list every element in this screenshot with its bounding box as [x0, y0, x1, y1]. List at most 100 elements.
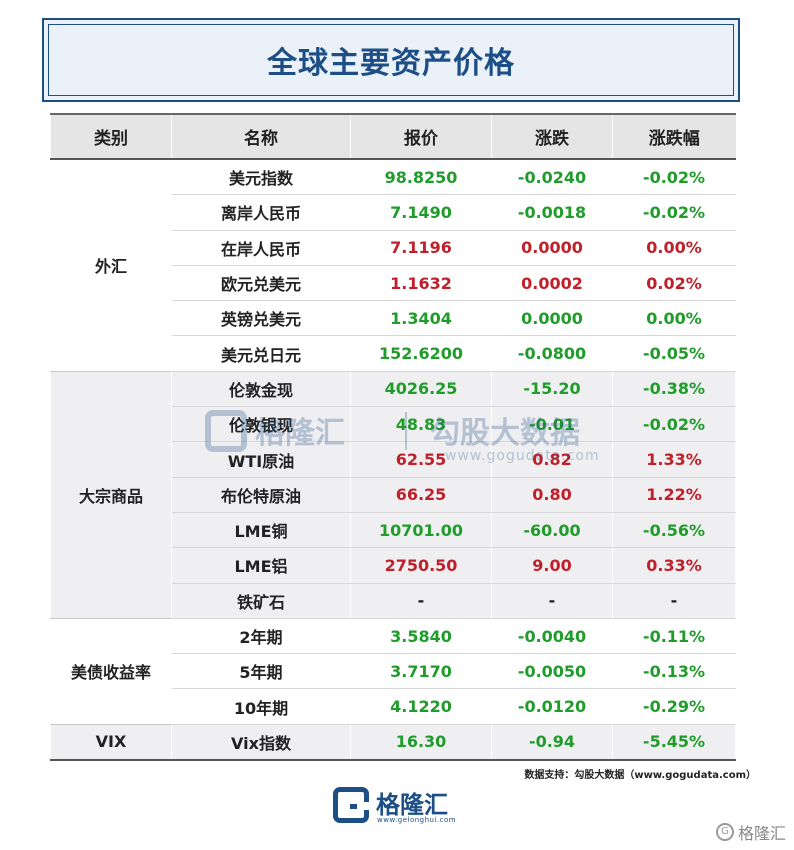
asset-name-cell: 布伦特原油	[171, 477, 351, 513]
change-cell: 0.0002	[491, 265, 613, 302]
change-pct-cell: -5.45%	[612, 724, 736, 761]
change-pct-cell: -0.02%	[612, 194, 736, 231]
price-cell: 62.55	[350, 441, 492, 478]
table-row: 欧元兑美元 1.1632 0.0002 0.02%	[51, 265, 736, 302]
asset-name-cell: WTI原油	[171, 441, 351, 478]
change-cell: -0.0120	[491, 688, 613, 725]
table-row: 美债收益率 2年期 3.5840 -0.0040 -0.11%	[50, 618, 736, 725]
table-row: 10年期 4.1220 -0.0120 -0.29%	[51, 688, 736, 725]
table-row: 美元兑日元 152.6200 -0.0800 -0.05%	[51, 335, 736, 372]
table-row: VIX Vix指数 16.30 -0.94 -5.45%	[50, 724, 736, 761]
price-cell: 16.30	[350, 724, 492, 761]
table-body: 外汇 美元指数 98.8250 -0.0240 -0.02% 离岸人民币 7.1490 -0.…	[50, 159, 736, 761]
price-cell: 48.83	[350, 406, 492, 443]
table-row: 在岸人民币 7.1196 0.0000 0.00%	[51, 230, 736, 266]
price-cell: 1.3404	[350, 300, 492, 337]
asset-name-cell: 伦敦金现	[171, 371, 351, 408]
category-cell: VIX	[50, 724, 172, 761]
title-banner: 全球主要资产价格	[42, 18, 740, 102]
price-cell: 3.7170	[350, 653, 492, 690]
category-cell: 美债收益率	[50, 618, 172, 725]
change-cell: -0.0050	[491, 653, 613, 690]
change-cell: -0.0240	[491, 159, 613, 196]
change-pct-cell: 0.33%	[612, 547, 736, 584]
price-cell: 2750.50	[350, 547, 492, 584]
table-row: 铁矿石 - - -	[51, 583, 736, 619]
change-cell: -0.01	[491, 406, 613, 443]
table-row: 离岸人民币 7.1490 -0.0018 -0.02%	[51, 194, 736, 231]
price-cell: 10701.00	[350, 512, 492, 549]
asset-name-cell: LME铝	[171, 547, 351, 584]
brand-name: 格隆汇	[376, 791, 448, 819]
asset-name-cell: 铁矿石	[171, 583, 351, 619]
change-pct-cell: -0.02%	[612, 159, 736, 196]
change-cell: -0.0018	[491, 194, 613, 231]
table-row: 外汇 美元指数 98.8250 -0.0240 -0.02%	[50, 159, 736, 372]
change-pct-cell: -0.13%	[612, 653, 736, 690]
footer-brand: 格隆汇 www.gelonghui.com	[333, 785, 473, 830]
header-category: 类别	[50, 113, 172, 160]
change-cell: 0.82	[491, 441, 613, 478]
change-cell: 0.0000	[491, 300, 613, 337]
price-cell: 98.8250	[350, 159, 492, 196]
change-cell: -	[491, 583, 613, 619]
change-cell: -15.20	[491, 371, 613, 408]
brand-url: www.gelonghui.com	[377, 816, 457, 824]
change-pct-cell: -	[612, 583, 736, 619]
price-cell: 66.25	[350, 477, 492, 513]
price-cell: 7.1196	[350, 230, 492, 266]
change-pct-cell: -0.05%	[612, 335, 736, 372]
corner-logo-icon: G	[715, 823, 734, 841]
source-note: 数据支持：勾股大数据（www.gogudata.com）	[524, 770, 756, 781]
category-cell: 外汇	[50, 159, 172, 372]
change-cell: 9.00	[491, 547, 613, 584]
change-cell: -60.00	[491, 512, 613, 549]
change-pct-cell: -0.29%	[612, 688, 736, 725]
asset-name-cell: 10年期	[171, 688, 351, 725]
corner-text: 格隆汇	[737, 824, 786, 843]
table-row: LME铜 10701.00 -60.00 -0.56%	[51, 512, 736, 549]
asset-name-cell: 5年期	[171, 653, 351, 690]
table-row: 5年期 3.7170 -0.0050 -0.13%	[51, 653, 736, 690]
asset-name-cell: 美元兑日元	[171, 335, 351, 372]
header-name: 名称	[171, 113, 351, 160]
page-title: 全球主要资产价格	[48, 24, 734, 96]
asset-name-cell: LME铜	[171, 512, 351, 549]
price-cell: 7.1490	[350, 194, 492, 231]
price-cell: 3.5840	[350, 618, 492, 655]
header-change: 涨跌	[491, 113, 613, 160]
change-cell: -0.94	[491, 724, 613, 761]
change-pct-cell: 0.02%	[612, 265, 736, 302]
asset-name-cell: 2年期	[171, 618, 351, 655]
change-cell: 0.0000	[491, 230, 613, 266]
corner-watermark: G 格隆汇	[715, 820, 786, 844]
table-row: LME铝 2750.50 9.00 0.33%	[51, 547, 736, 584]
change-pct-cell: 0.00%	[612, 230, 736, 266]
asset-name-cell: 英镑兑美元	[171, 300, 351, 337]
price-cell: -	[350, 583, 492, 619]
change-pct-cell: 1.22%	[612, 477, 736, 513]
asset-price-table: 类别 名称 报价 涨跌 涨跌幅 外汇 美元指数 98.8250 -0.0240 -0.0…	[50, 113, 736, 762]
brand-logo-icon	[333, 787, 369, 823]
change-pct-cell: 0.00%	[612, 300, 736, 337]
header-price: 报价	[350, 113, 492, 160]
asset-name-cell: Vix指数	[171, 724, 351, 761]
change-pct-cell: -0.11%	[612, 618, 736, 655]
table-row: 英镑兑美元 1.3404 0.0000 0.00%	[51, 300, 736, 337]
price-cell: 4.1220	[350, 688, 492, 725]
asset-name-cell: 离岸人民币	[171, 194, 351, 231]
change-pct-cell: -0.02%	[612, 406, 736, 443]
change-pct-cell: 1.33%	[612, 441, 736, 478]
table-row: WTI原油 62.55 0.82 1.33%	[51, 441, 736, 478]
price-cell: 4026.25	[350, 371, 492, 408]
category-cell: 大宗商品	[50, 371, 172, 619]
table-header-row: 类别 名称 报价 涨跌 涨跌幅	[50, 113, 736, 160]
header-change-pct: 涨跌幅	[612, 113, 736, 160]
asset-name-cell: 伦敦银现	[171, 406, 351, 443]
table-row: 大宗商品 伦敦金现 4026.25 -15.20 -0.38%	[50, 371, 736, 619]
price-cell: 152.6200	[350, 335, 492, 372]
table-row: 伦敦银现 48.83 -0.01 -0.02%	[51, 406, 736, 443]
asset-name-cell: 欧元兑美元	[171, 265, 351, 302]
change-pct-cell: -0.56%	[612, 512, 736, 549]
asset-name-cell: 在岸人民币	[171, 230, 351, 266]
